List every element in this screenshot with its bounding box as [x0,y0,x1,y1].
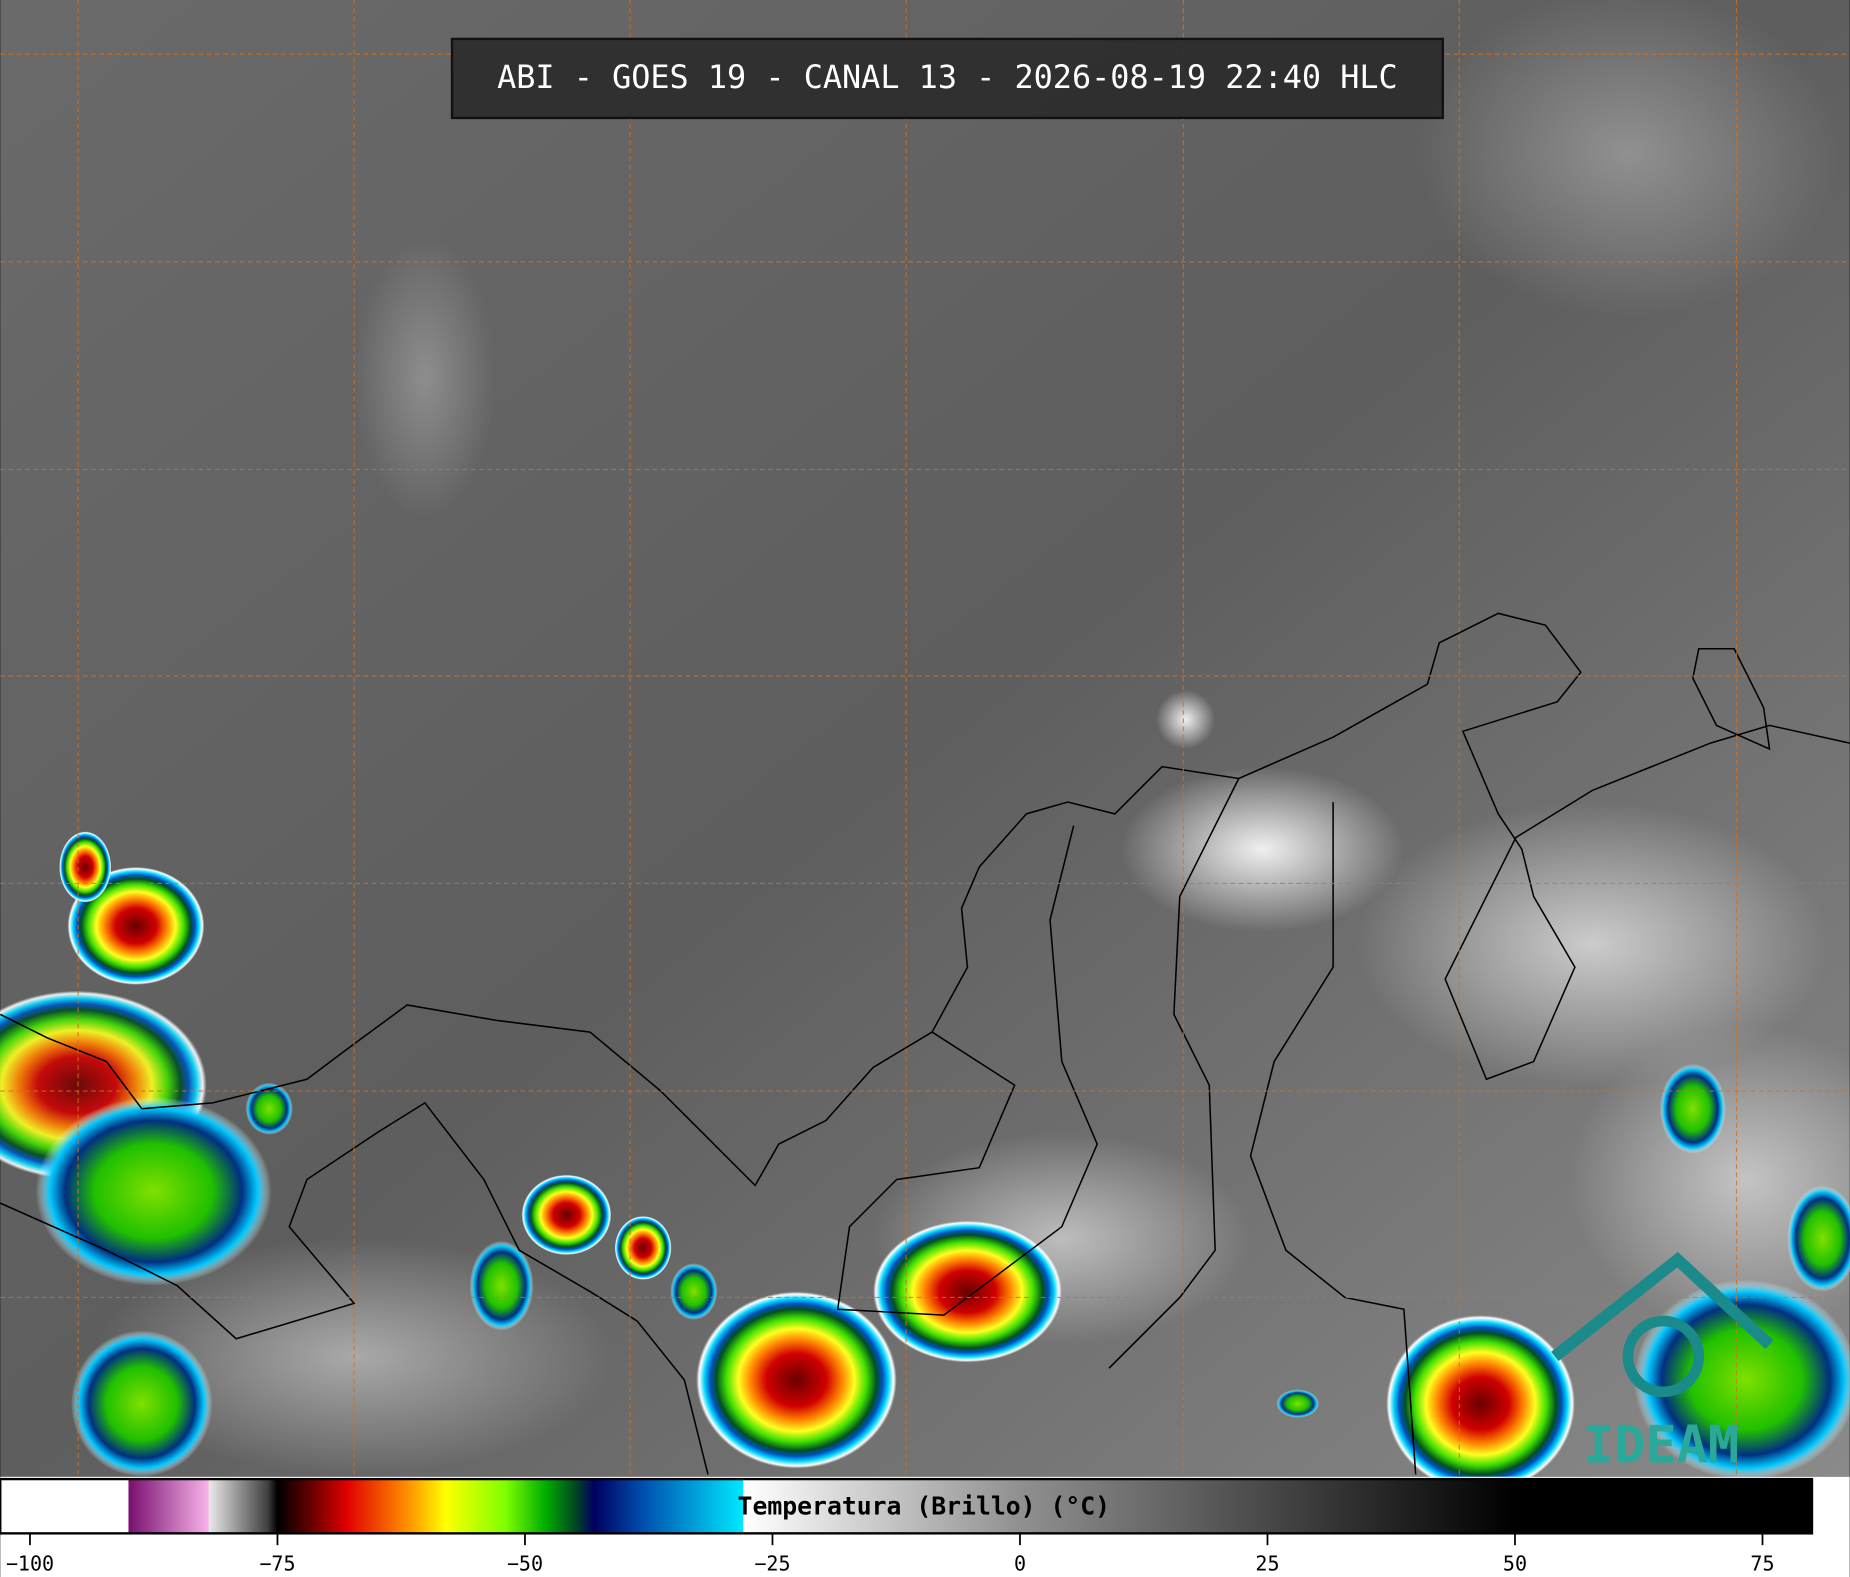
tick-label: −25 [754,1552,790,1576]
logo-swirl [1622,1315,1705,1398]
tick-label: 50 [1503,1552,1527,1576]
graticule [0,0,1850,1477]
logo-text: IDEAM [1583,1415,1739,1475]
coastlines [0,612,1850,1475]
colorbar-label: Temperatura (Brillo) (°C) [738,1491,1111,1520]
colorbar-ticks: −100 −75 −50 −25 0 25 50 75 [6,1533,1775,1576]
colorbar [0,1477,1814,1535]
tick-label: −100 [6,1552,54,1576]
tick-label: 0 [1014,1552,1026,1576]
storm-cells [0,831,1850,1493]
title: ABI - GOES 19 - CANAL 13 - 2026-08-19 22… [497,58,1398,96]
tick-label: 25 [1255,1552,1279,1576]
tick-label: 75 [1750,1552,1774,1576]
logo-roof [1551,1251,1774,1362]
tick-label: −50 [507,1552,543,1576]
logo: IDEAM [1551,1251,1774,1475]
tick-label: −75 [259,1552,295,1576]
title-box [450,37,1444,120]
